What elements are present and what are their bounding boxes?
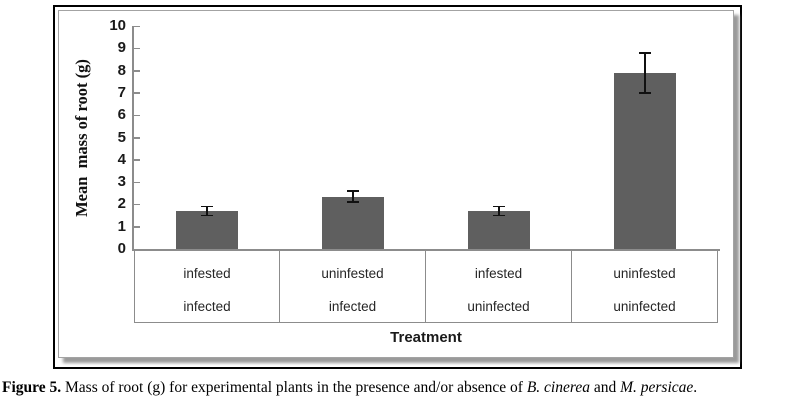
category-label-line2: infected [183, 299, 231, 314]
error-bar-cap-top [639, 52, 651, 54]
error-bar-cap-bottom [201, 214, 213, 217]
caption-label: Figure 5. [2, 379, 62, 396]
category-label-line1: infested [474, 266, 523, 281]
y-tick-mark [134, 203, 140, 206]
x-axis-title: Treatment [390, 329, 462, 346]
bar-uninfested-infected [322, 196, 384, 249]
error-bar-line [352, 191, 354, 203]
error-bar-line [498, 206, 500, 216]
y-tick-label: 0 [117, 240, 126, 257]
bar-infested-infected [176, 211, 238, 249]
y-tick-label: 5 [117, 128, 126, 146]
y-tick-mark [134, 248, 140, 250]
figure-caption: Figure 5. Mass of root (g) for experimen… [2, 377, 799, 399]
y-tick-mark [134, 25, 140, 27]
category-cell: infested infected [134, 251, 280, 323]
y-tick-mark [134, 181, 140, 184]
error-bar-cap-top [493, 205, 505, 208]
y-tick-label: 1 [117, 217, 126, 235]
y-tick-label: 3 [117, 173, 126, 191]
y-tick-mark [134, 159, 140, 161]
y-tick-label: 7 [117, 83, 126, 101]
category-label-line2: uninfected [467, 299, 530, 314]
category-label-line1: uninfested [613, 266, 676, 281]
bar-uninfested-uninfected [614, 72, 676, 249]
error-bar-cap-top [201, 205, 213, 208]
y-tick-label: 8 [117, 61, 126, 79]
error-bar-line [644, 52, 646, 93]
category-label-line1: uninfested [321, 266, 384, 281]
caption-text-1: Mass of root (g) for experimental plants… [65, 379, 523, 396]
y-tick-label: 6 [117, 106, 126, 124]
category-cell: uninfested uninfected [572, 251, 718, 323]
figure-frame: Mean mass of root (g) 0 1 2 3 4 5 6 7 8 9 10 infest… [53, 5, 742, 369]
chart-canvas: Mean mass of root (g) 0 1 2 3 4 5 6 7 8 9 10 infest… [58, 10, 734, 358]
category-cell: infested uninfected [426, 251, 572, 323]
error-bar-cap-top [347, 190, 359, 192]
caption-text-2: and [593, 379, 617, 396]
error-bar-line [206, 206, 208, 216]
y-tick-mark [134, 137, 140, 139]
error-bar-cap-bottom [639, 92, 651, 94]
y-tick-mark [134, 226, 140, 228]
plot-area: 0 1 2 3 4 5 6 7 8 9 10 infested infected uninfested in… [59, 11, 733, 357]
caption-period: . [693, 379, 698, 396]
y-tick-label: 9 [117, 39, 126, 57]
y-tick-mark [134, 92, 140, 94]
bar-infested-uninfected [468, 211, 530, 249]
y-tick-label: 10 [109, 17, 126, 34]
error-bar-cap-bottom [347, 201, 359, 203]
x-axis-line [132, 249, 720, 251]
category-label-line1: infested [183, 266, 231, 281]
y-tick-mark [134, 70, 140, 72]
error-bar-cap-bottom [493, 214, 505, 217]
category-label-line2: infected [328, 299, 377, 314]
y-tick-mark [134, 114, 140, 117]
caption-species-2: M. persicae [620, 379, 694, 396]
caption-species-1: B. cinerea [526, 379, 590, 396]
y-tick-label: 4 [117, 150, 126, 168]
y-tick-mark [134, 47, 140, 50]
category-label-line2: uninfected [613, 299, 676, 314]
y-tick-label: 2 [117, 195, 126, 213]
category-cell: uninfested infected [280, 251, 426, 323]
y-axis-line [132, 26, 134, 251]
